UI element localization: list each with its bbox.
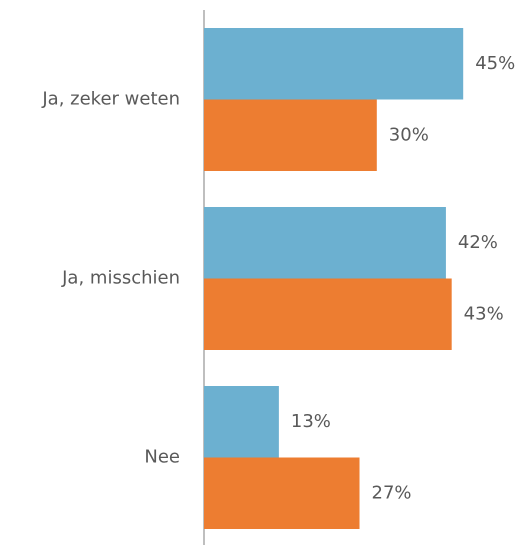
category-label: Ja, zeker weten — [41, 89, 180, 110]
bar — [204, 457, 360, 529]
value-label: 13% — [291, 411, 331, 432]
value-label: 45% — [475, 53, 515, 74]
value-label: 30% — [389, 124, 429, 145]
bar — [204, 207, 446, 279]
bar — [204, 386, 279, 458]
value-label: 42% — [458, 232, 498, 253]
value-label: 43% — [464, 303, 504, 324]
bar — [204, 99, 377, 171]
category-label: Nee — [144, 447, 180, 468]
bar — [204, 278, 452, 350]
bar — [204, 28, 464, 100]
value-label: 27% — [372, 482, 412, 503]
category-label: Ja, misschien — [61, 268, 180, 289]
